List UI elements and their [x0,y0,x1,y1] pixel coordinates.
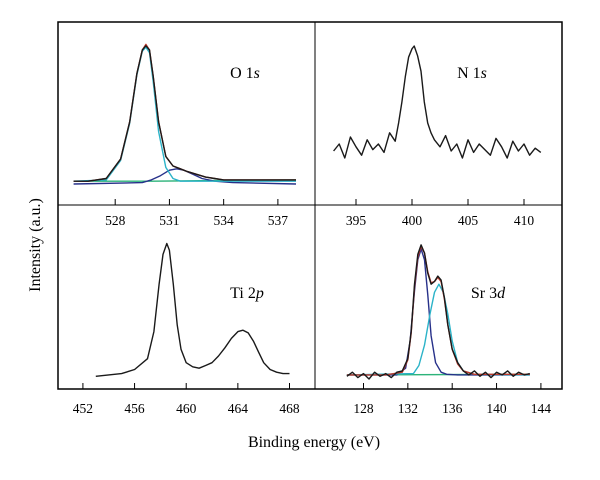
x-tick-label-ti2p: 460 [176,401,197,416]
x-tick-label-sr3d: 144 [531,401,552,416]
x-tick-label-o1s: 528 [105,213,126,228]
x-tick-label-sr3d: 136 [442,401,463,416]
panel-group: 528 531 534 537 O 1s 395 400 405 410 N 1s 452 456 46… [73,43,552,416]
x-tick-label-ti2p: 468 [279,401,300,416]
panel-sr3d: 128 132 136 140 144 Sr 3d [346,244,552,416]
x-axis-title: Binding energy (eV) [248,434,380,451]
x-tick-label-o1s: 531 [159,213,179,228]
series-raw-n1s [333,45,542,159]
x-tick-label-o1s: 534 [214,213,235,228]
x-tick-label-ti2p: 452 [73,401,93,416]
series-raw-sr3d [346,244,530,380]
x-tick-label-n1s: 400 [402,213,423,228]
x-tick-label-n1s: 405 [458,213,479,228]
x-tick-label-ti2p: 456 [124,401,145,416]
panel-label-ti2p: Ti 2p [230,285,264,302]
x-tick-label-sr3d: 132 [398,401,418,416]
x-tick-label-ti2p: 464 [228,401,249,416]
series-raw-o1s [73,45,296,182]
x-tick-label-sr3d: 128 [353,401,374,416]
panel-label-sr3d: Sr 3d [471,285,506,302]
x-tick-label-n1s: 395 [346,213,367,228]
series-raw-ti2p [95,242,290,377]
y-axis-title: Intensity (a.u.) [27,198,44,292]
panel-ti2p: 452 456 460 464 468 Ti 2p [73,242,300,416]
panel-label-o1s: O 1s [230,65,260,82]
x-tick-label-sr3d: 140 [486,401,507,416]
panel-o1s: 528 531 534 537 O 1s [73,43,297,228]
panel-n1s: 395 400 405 410 N 1s [333,45,542,228]
x-tick-label-o1s: 537 [268,213,289,228]
x-tick-label-n1s: 410 [514,213,535,228]
panel-label-n1s: N 1s [457,65,487,82]
